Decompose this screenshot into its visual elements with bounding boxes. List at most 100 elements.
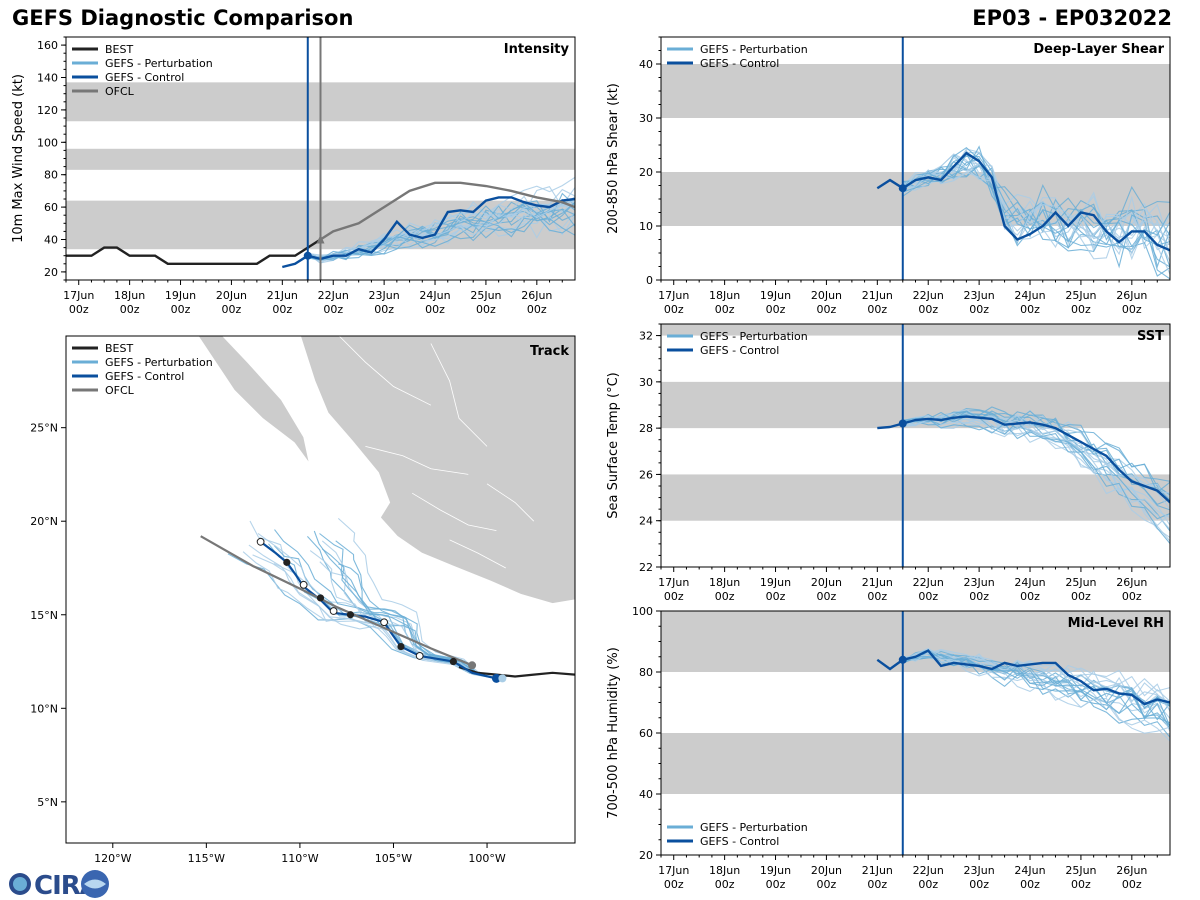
rh-xtick-day: 24Jun: [1014, 864, 1045, 877]
sst-perturbation-member: [902, 410, 1170, 494]
sst-xtick-hour: 00z: [715, 590, 735, 603]
track-plot-area: [197, 336, 575, 683]
sst-title: SST: [1137, 329, 1164, 344]
sst-xtick-day: 20Jun: [811, 576, 842, 589]
intensity-title: Intensity: [504, 42, 570, 57]
rh-xtick-hour: 00z: [1122, 878, 1142, 891]
track-title: Track: [530, 344, 569, 359]
shear-xtick-day: 17Jun: [658, 289, 689, 302]
intensity-ylabel: 10m Max Wind Speed (kt): [11, 74, 26, 243]
sst-perturbation-member: [902, 416, 1170, 542]
track-ofcl-start: [468, 661, 477, 670]
shear-ytick-label: 40: [639, 58, 653, 71]
rh-ytick-label: 40: [639, 788, 653, 801]
intensity-perturbation-member: [307, 199, 575, 257]
cira-logo: CIRA: [9, 870, 109, 900]
shear-xtick-hour: 00z: [715, 303, 735, 316]
rh-xtick-hour: 00z: [715, 878, 735, 891]
track-control-point-12z: [415, 652, 424, 660]
rh-xtick-hour: 00z: [1020, 878, 1040, 891]
rh-panel: [656, 610, 1171, 860]
track-control-point-00z: [397, 642, 405, 651]
rh-ytick-label: 60: [639, 727, 653, 740]
storm-id-title: EP03 - EP032022: [972, 6, 1172, 30]
intensity-perturbation-member: [307, 188, 575, 260]
track-legend-label: BEST: [105, 342, 133, 355]
shear-panel: [656, 36, 1171, 285]
shear-band-1: [661, 64, 1170, 118]
rh-xtick-day: 23Jun: [964, 864, 995, 877]
rh-ytick-label: 100: [632, 605, 653, 618]
sst-xtick-day: 21Jun: [862, 576, 893, 589]
shear-ylabel: 200-850 hPa Shear (kt): [606, 83, 621, 234]
sst-xtick-hour: 00z: [918, 590, 938, 603]
track-xtick-label: 110°W: [281, 852, 318, 865]
intensity-legend-label: BEST: [105, 43, 133, 56]
rh-xtick-day: 18Jun: [709, 864, 740, 877]
sst-xtick-day: 19Jun: [760, 576, 791, 589]
intensity-best-line: [66, 238, 322, 265]
sst-xtick-hour: 00z: [817, 590, 837, 603]
track-control-point-00z: [316, 594, 325, 602]
track-legend-label: GEFS - Perturbation: [105, 356, 213, 369]
sst-xtick-hour: 00z: [766, 590, 786, 603]
rh-title: Mid-Level RH: [1068, 616, 1164, 631]
rh-xtick-hour: 00z: [918, 878, 938, 891]
shear-gefs-control-line: [876, 151, 1170, 252]
intensity-xtick-day: 20Jun: [216, 289, 247, 302]
intensity-xtick-day: 22Jun: [318, 289, 349, 302]
track-xtick-label: 120°W: [94, 852, 131, 865]
shear-xtick-hour: 00z: [766, 303, 786, 316]
shear-ytick-label: 10: [639, 220, 653, 233]
intensity-ytick-label: 160: [37, 39, 58, 52]
track-control-start: [491, 673, 501, 683]
sst-perturbation-member: [902, 409, 1170, 504]
intensity-perturbation-member: [307, 203, 575, 259]
intensity-panel: [61, 36, 576, 285]
sst-legend-label: GEFS - Perturbation: [700, 330, 808, 343]
rh-ytick-label: 80: [639, 666, 653, 679]
track-ytick-label: 10°N: [30, 702, 58, 715]
sst-xtick-hour: 00z: [867, 590, 887, 603]
rh-xtick-day: 25Jun: [1065, 864, 1096, 877]
rh-perturbation-member: [902, 653, 1170, 742]
sst-xtick-hour: 00z: [1020, 590, 1040, 603]
sst-xtick-hour: 00z: [664, 590, 684, 603]
state-border: [411, 492, 497, 531]
intensity-xtick-day: 25Jun: [470, 289, 501, 302]
sst-ylabel: Sea Surface Temp (°C): [606, 372, 621, 519]
sst-xtick-day: 24Jun: [1014, 576, 1045, 589]
shear-xtick-day: 25Jun: [1065, 289, 1096, 302]
intensity-legend-label: GEFS - Perturbation: [105, 57, 213, 70]
intensity-xtick-day: 18Jun: [114, 289, 145, 302]
track-legend-label: OFCL: [105, 384, 135, 397]
state-border: [338, 336, 432, 406]
rh-ytick-label: 20: [639, 849, 653, 862]
intensity-xtick-day: 26Jun: [521, 289, 552, 302]
sst-ytick-label: 28: [639, 422, 653, 435]
rh-legend-label: GEFS - Control: [700, 835, 779, 848]
page-title: GEFS Diagnostic Comparison: [12, 6, 354, 30]
rh-xtick-day: 22Jun: [913, 864, 944, 877]
intensity-xtick-hour: 00z: [476, 303, 496, 316]
intensity-ytick-label: 40: [44, 234, 58, 247]
track-xtick-label: 105°W: [375, 852, 412, 865]
intensity-xtick-hour: 00z: [374, 303, 394, 316]
sst-xtick-day: 22Jun: [913, 576, 944, 589]
intensity-xtick-hour: 00z: [69, 303, 89, 316]
rh-xtick-day: 19Jun: [760, 864, 791, 877]
sst-legend-label: GEFS - Control: [700, 344, 779, 357]
sst-ytick-label: 26: [639, 468, 653, 481]
intensity-xtick-day: 21Jun: [267, 289, 298, 302]
rh-xtick-day: 26Jun: [1116, 864, 1147, 877]
sst-frame: [660, 323, 1171, 568]
track-xtick-label: 100°W: [468, 852, 505, 865]
sst-gefs-control-line: [877, 415, 1170, 504]
track-perturbation-member: [321, 548, 497, 679]
shear-xtick-hour: 00z: [918, 303, 938, 316]
intensity-legend-label: OFCL: [105, 85, 135, 98]
rh-band-0: [661, 733, 1170, 794]
sst-xtick-day: 23Jun: [964, 576, 995, 589]
sst-panel: [656, 323, 1171, 572]
